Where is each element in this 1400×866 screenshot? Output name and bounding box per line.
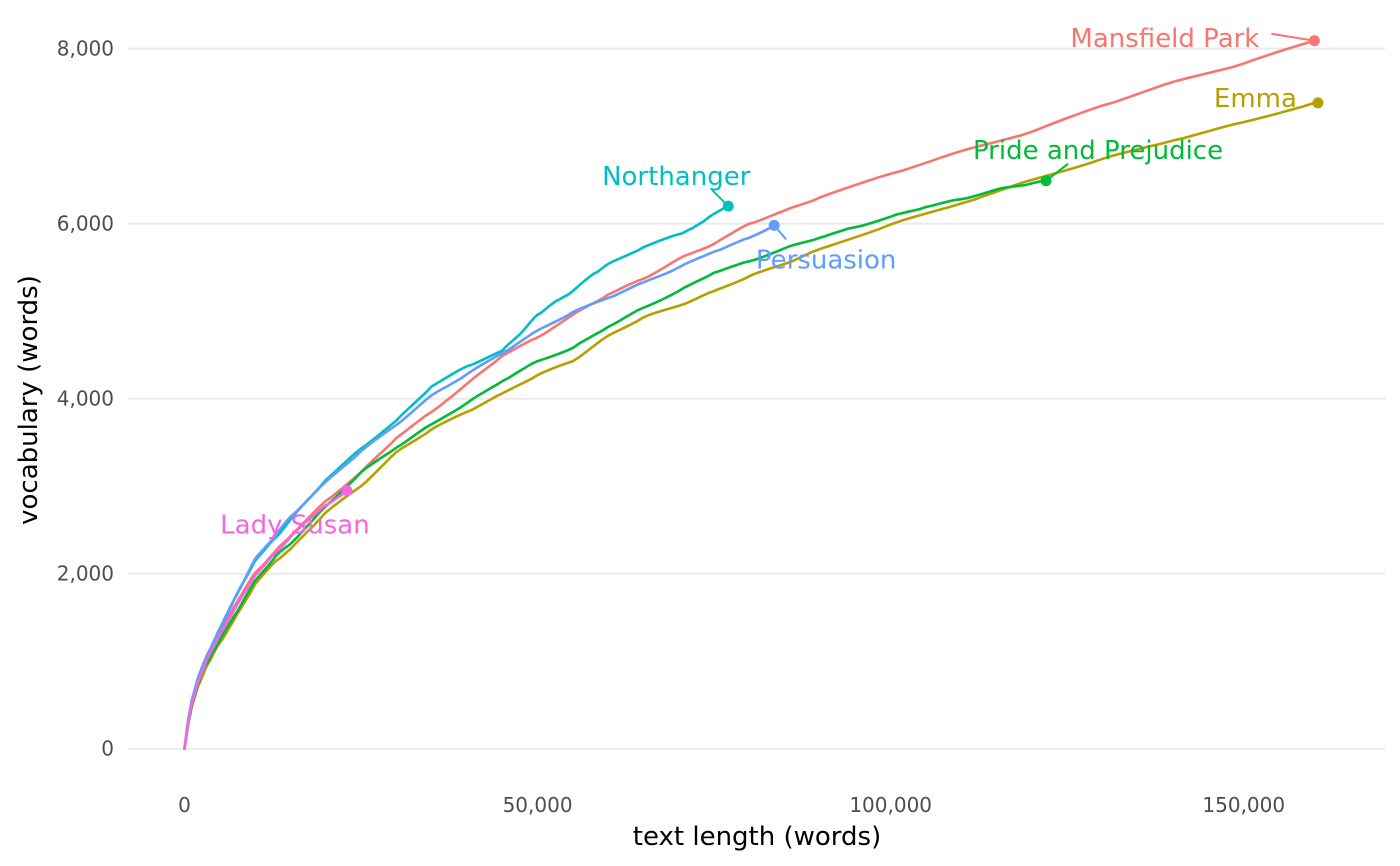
series-label: Emma [1214,84,1297,114]
series-endpoint [341,485,353,497]
series-line-pride-and-prejudice [183,179,1048,750]
series-line-northanger [183,204,730,750]
x-tick-label: 0 [178,793,191,817]
series-label: Pride and Prejudice [973,136,1223,166]
series-labels: Mansfield Park Emma Pride and Prejudice Nor… [220,24,1297,541]
series-endpoint [722,200,734,212]
series-endpoint [1312,97,1324,109]
series-label: Mansfield Park [1070,24,1259,54]
x-tick-label: 150,000 [1202,793,1285,817]
series-endpoints [341,35,1324,497]
y-tick-label: 2,000 [57,562,114,586]
series-line-persuasion [183,224,776,750]
series-label: Northanger [602,162,751,192]
series-lines [183,39,1316,750]
y-tick-label: 8,000 [57,37,114,61]
series-endpoint [1040,175,1052,187]
series-line-emma [183,101,1316,750]
series-label: Persuasion [756,245,897,275]
x-tick-label: 100,000 [849,793,932,817]
series-endpoint [1308,35,1320,47]
x-tick-label: 50,000 [503,793,573,817]
y-axis-title: vocabulary (words) [14,275,44,525]
x-axis-title: text length (words) [633,822,881,852]
y-tick-label: 0 [101,737,114,761]
label-leader [1271,32,1315,42]
y-tick-label: 4,000 [57,387,114,411]
series-endpoint [768,219,780,231]
axis-ticks: 0 2,000 4,000 6,000 8,000 0 50,000 100,000 150,0… [57,37,1285,817]
y-tick-label: 6,000 [57,212,114,236]
gridlines [128,47,1385,750]
series-label: Lady Susan [220,511,370,541]
series-line-lady-susan [183,489,349,750]
